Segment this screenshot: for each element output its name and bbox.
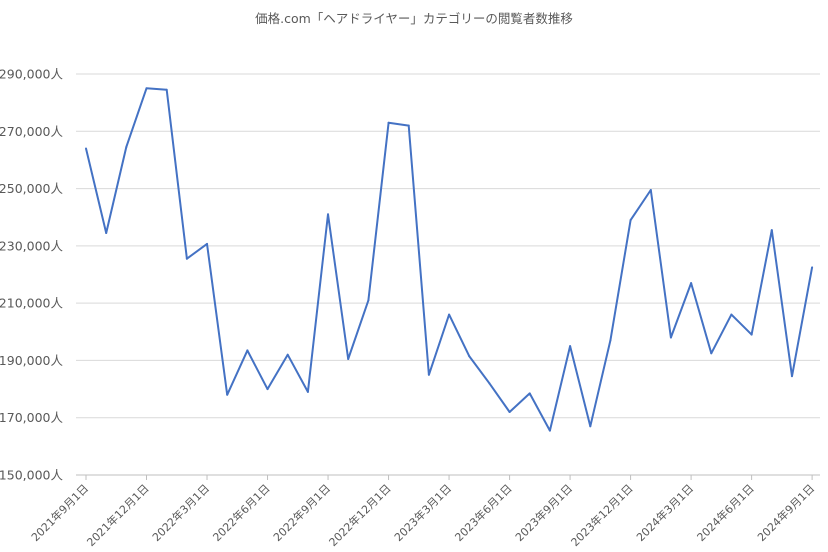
x-tick-label: 2023年3月1日 [391,481,454,544]
x-tick-label: 2023年12月1日 [568,481,636,549]
data-point [347,357,350,360]
data-point [468,355,471,358]
data-point [367,299,370,302]
data-point [125,146,128,149]
data-point [448,313,451,316]
y-tick-label: 150,000人 [0,468,63,483]
y-tick-label: 210,000人 [0,296,63,311]
x-tick-label: 2021年12月1日 [84,481,152,549]
data-point [528,392,531,395]
data-point [730,313,733,316]
data-point [306,390,309,393]
x-tick-label: 2022年3月1日 [149,481,212,544]
data-point [548,429,551,432]
x-tick-label: 2023年9月1日 [512,481,575,544]
data-point [569,345,572,348]
data-point [327,213,330,216]
data-point [427,373,430,376]
data-point [185,257,188,260]
data-point [165,88,168,91]
data-point [609,339,612,342]
data-point [649,189,652,192]
data-point [387,121,390,124]
series-line [85,87,814,432]
data-point [145,87,148,90]
x-tick-label: 2024年9月1日 [754,481,817,544]
data-point [206,242,209,245]
data-point [770,229,773,232]
x-tick-label: 2023年6月1日 [452,481,515,544]
series-layer [85,87,814,432]
data-point [105,231,108,234]
data-point [811,266,814,269]
x-tick-label: 2022年6月1日 [210,481,273,544]
x-tick-label: 2021年9月1日 [28,481,91,544]
x-tick-label: 2022年9月1日 [270,481,333,544]
data-point [266,388,269,391]
y-tick-label: 270,000人 [0,124,63,139]
data-point [246,349,249,352]
data-point [508,410,511,413]
data-point [488,382,491,385]
y-tick-label: 290,000人 [0,67,63,82]
x-tick-label: 2024年6月1日 [694,481,757,544]
y-tick-label: 170,000人 [0,410,63,425]
data-point [85,147,87,150]
data-point [226,393,229,396]
data-point [407,124,410,127]
data-point [690,282,693,285]
y-tick-label: 250,000人 [0,181,63,196]
chart-title: 価格.com「ヘアドライヤー」カテゴリーの閲覧者数推移 [255,11,573,26]
y-axis-ticks: 150,000人 170,000人 190,000人 210,000人 230,000人… [0,67,63,483]
y-tick-label: 230,000人 [0,238,63,253]
data-point [750,333,753,336]
data-point [629,219,632,222]
y-tick-label: 190,000人 [0,353,63,368]
x-axis-ticks: 2021年9月1日2021年12月1日2022年3月1日2022年6月1日202… [28,475,817,549]
data-point [790,375,793,378]
data-point [286,353,289,356]
data-point [589,425,592,428]
grid-lines [76,73,820,476]
data-point [710,352,713,355]
x-tick-label: 2022年12月1日 [326,481,394,549]
data-point [669,336,672,339]
x-tick-label: 2024年3月1日 [633,481,696,544]
